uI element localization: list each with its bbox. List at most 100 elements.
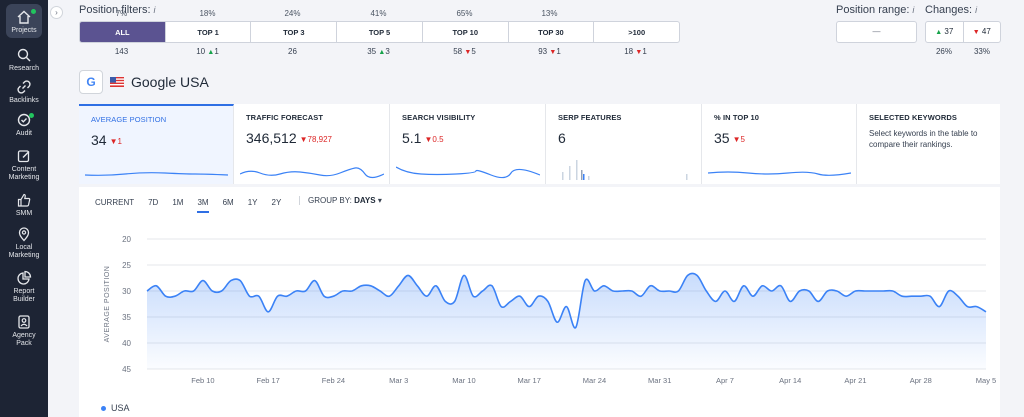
data-point: [268, 311, 269, 312]
x-tick-label: Feb 24: [322, 376, 345, 385]
filter-top30-button[interactable]: TOP 30: [509, 22, 595, 42]
y-tick-label: 30: [122, 287, 131, 296]
sidebar-item-backlinks[interactable]: Backlinks: [0, 79, 48, 105]
card-percent-top10[interactable]: % IN TOP 10 35 ▼5: [702, 104, 857, 184]
filter-count: 58 ▼5: [453, 47, 476, 56]
sidebar-item-content-marketing[interactable]: Content Marketing: [0, 148, 48, 182]
data-point: [752, 296, 753, 297]
filter-top1-button[interactable]: TOP 1: [166, 22, 252, 42]
sidebar-item-report-builder[interactable]: Report Builder: [0, 270, 48, 304]
data-point: [594, 290, 595, 291]
tab-2y[interactable]: 2Y: [271, 198, 282, 207]
chevron-down-icon: ▾: [377, 196, 382, 205]
tab-1m[interactable]: 1M: [172, 198, 184, 207]
data-point: [417, 285, 418, 286]
card-description: Select keywords in the table to compare …: [869, 129, 978, 149]
sidebar-item-research[interactable]: Research: [0, 47, 48, 73]
data-point: [911, 296, 912, 297]
google-logo-icon: G: [79, 70, 103, 94]
x-tick-label: Mar 24: [583, 376, 606, 385]
data-point: [324, 296, 325, 297]
card-title: SERP FEATURES: [558, 113, 622, 122]
position-range-label: Position range: i: [836, 4, 915, 16]
data-point: [734, 301, 735, 302]
x-tick-label: Apr 7: [716, 376, 734, 385]
data-point: [985, 311, 986, 312]
data-point: [631, 290, 632, 291]
filter-count: 93 ▼1: [538, 47, 561, 56]
y-tick-label: 25: [122, 261, 131, 270]
card-average-position[interactable]: AVERAGE POSITION 34 ▼1: [79, 104, 234, 184]
time-range-tabs: CURRENT 7D 1M 3M 6M 1Y 2Y: [95, 198, 295, 213]
data-point: [846, 296, 847, 297]
sidebar-item-projects[interactable]: Projects: [0, 4, 48, 38]
filter-count: 18 ▼1: [624, 47, 647, 56]
x-tick-label: Apr 14: [779, 376, 801, 385]
y-tick-label: 20: [122, 235, 131, 244]
data-point: [659, 290, 660, 291]
filter-top5-button[interactable]: TOP 5: [337, 22, 423, 42]
card-selected-keywords: SELECTED KEYWORDS Select keywords in the…: [857, 104, 1000, 184]
tab-7d[interactable]: 7D: [148, 198, 159, 207]
info-icon[interactable]: i: [975, 5, 978, 15]
sidebar-item-label: Projects: [11, 27, 37, 34]
tab-current[interactable]: CURRENT: [95, 198, 135, 207]
sparkline: [85, 172, 228, 176]
card-search-visibility[interactable]: SEARCH VISIBILITY 5.1 ▼0.5: [390, 104, 546, 184]
filter-percent: 13%: [541, 9, 558, 18]
data-point: [389, 296, 390, 297]
edit-icon: [17, 150, 30, 163]
thumbs-up-icon: [17, 193, 31, 207]
data-point: [407, 275, 408, 276]
data-point: [174, 296, 175, 297]
tab-3m[interactable]: 3M: [197, 198, 209, 213]
tab-1y[interactable]: 1Y: [247, 198, 258, 207]
data-point: [864, 290, 865, 291]
position-range-input[interactable]: —: [836, 21, 917, 43]
filter-top3-button[interactable]: TOP 3: [251, 22, 338, 42]
data-point: [883, 290, 884, 291]
data-point: [724, 290, 725, 291]
data-point: [193, 290, 194, 291]
changes-down-button[interactable]: ▼ 47: [972, 27, 991, 36]
card-value: 5.1 ▼0.5: [402, 130, 444, 146]
data-point: [557, 322, 558, 323]
filter-percent: 18%: [199, 9, 216, 18]
data-point: [333, 296, 334, 297]
data-point: [836, 290, 837, 291]
card-title: TRAFFIC FORECAST: [246, 113, 324, 122]
sidebar-item-audit[interactable]: Audit: [0, 112, 48, 138]
card-title: % IN TOP 10: [714, 113, 760, 122]
filter-all-button[interactable]: ALL: [80, 22, 166, 42]
info-icon[interactable]: i: [153, 5, 156, 15]
card-serp-features[interactable]: SERP FEATURES 6: [546, 104, 702, 184]
changes-label: Changes: i: [925, 4, 978, 16]
data-point: [305, 290, 306, 291]
link-icon: [17, 80, 31, 94]
x-tick-label: Mar 10: [452, 376, 475, 385]
data-point: [398, 285, 399, 286]
filter-over100-button[interactable]: >100: [628, 27, 646, 37]
data-point: [799, 290, 800, 291]
filter-top10-button[interactable]: TOP 10: [423, 22, 509, 42]
card-value: 6: [558, 130, 566, 146]
changes-up-button[interactable]: ▲ 37: [926, 22, 964, 42]
data-point: [603, 285, 604, 286]
sidebar-toggle-strip: ›: [48, 0, 66, 417]
data-point: [240, 280, 241, 281]
card-title: AVERAGE POSITION: [91, 115, 167, 124]
data-point: [519, 296, 520, 297]
filter-percent: 7%: [115, 9, 128, 18]
card-traffic-forecast[interactable]: TRAFFIC FORECAST 346,512 ▼78,927: [234, 104, 390, 184]
sidebar-item-smm[interactable]: SMM: [0, 192, 48, 218]
data-point: [351, 290, 352, 291]
tab-6m[interactable]: 6M: [222, 198, 234, 207]
chevron-right-icon[interactable]: ›: [50, 6, 63, 19]
sidebar-item-local-marketing[interactable]: Local Marketing: [0, 226, 48, 260]
info-icon[interactable]: i: [912, 5, 915, 15]
data-point: [501, 306, 502, 307]
sidebar-item-agency-pack[interactable]: Agency Pack: [0, 314, 48, 348]
data-point: [939, 306, 940, 307]
data-point: [361, 285, 362, 286]
group-by-dropdown[interactable]: GROUP BY: DAYS ▾: [299, 196, 382, 205]
